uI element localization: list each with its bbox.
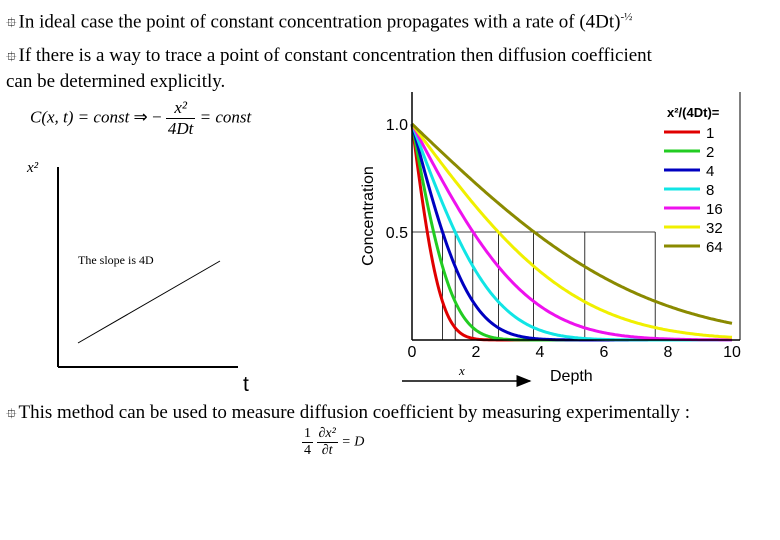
bullet-3-text: This method can be used to measure diffu… [18,402,691,423]
implies-icon: ⇒ [133,107,148,127]
y-tick-label: 1.0 [386,117,408,134]
coefficient-numerator: 1 [302,426,313,443]
equation-diffusion-coefficient: 1 4 ∂x² ∂t = D [302,426,364,459]
chart-legend: x²/(4Dt)= 1 2 4 8 16 32 64 [664,105,723,256]
x-tick-label: 0 [408,344,417,361]
legend-label: 4 [706,163,714,180]
sketch-x-label: t [243,373,249,396]
equation-2-rhs: = D [341,434,365,450]
x-tick-label: 10 [723,344,741,361]
x-tick-label: 8 [664,344,673,361]
bullet-icon: ⯐ [6,406,17,422]
derivative-numerator: ∂x² [316,426,338,443]
coefficient-fraction: 1 4 [302,426,313,459]
chart-x-label: Depth [550,368,593,385]
bullet-2: ⯐ If there is a way to trace a point of c… [6,44,652,69]
legend-label: 2 [706,144,714,161]
bullet-icon: ⯐ [6,15,17,32]
equation-constant-concentration: C(x, t) = const ⇒ − x² 4Dt = const [30,98,251,139]
coefficient-denominator: 4 [304,443,311,458]
bullet-icon: ⯐ [6,49,17,65]
bullet-1: ⯐ In ideal case the point of constant con… [6,5,632,35]
x-tick-labels: 0 2 4 6 8 10 [408,344,741,361]
x-tick-label: 6 [600,344,609,361]
derivative-denominator: ∂t [321,443,333,458]
x-tick-label: 4 [536,344,545,361]
equation-rhs: = const [199,107,252,127]
bullet-3: ⯐ This method can be used to measure diff… [6,401,690,426]
sketch-plot: x² t The slope is 4D [26,160,249,396]
equation-denominator: 4Dt [167,119,194,138]
x-tick-label: 2 [472,344,481,361]
legend-label: 8 [706,182,714,199]
y-tick-label: 0.5 [386,225,408,242]
bullet-2-text: If there is a way to trace a point of co… [18,45,652,66]
equation-minus: − [152,107,162,127]
sketch-slope-line [77,260,221,344]
legend-label: 1 [706,125,714,142]
slope-label: The slope is 4D [78,253,154,267]
legend-label: 32 [706,220,723,237]
bullet-2-continuation: can be determined explicitly. [6,71,226,92]
series-line-64 [410,122,733,325]
chart-y-label: Concentration [360,166,377,266]
legend-label: 16 [706,201,723,218]
legend-title: x²/(4Dt)= [667,105,720,120]
y-tick-labels: 0.5 1.0 [386,117,408,242]
sketch-y-label: x² [26,160,39,176]
derivative-fraction: ∂x² ∂t [316,426,338,459]
equation-lhs: C(x, t) = const [30,107,130,127]
bullet-1-text: In ideal case the point of constant conc… [18,11,621,33]
concentration-chart: 0 2 4 6 8 10 0.5 1.0 Depth Concentration x²/(4… [360,92,741,385]
legend-label: 64 [706,239,723,256]
equation-fraction: x² 4Dt [165,98,196,139]
series-line-32 [410,123,733,339]
depth-arrow-label: x [458,363,465,378]
bullet-1-exponent: -½ [620,11,633,23]
equation-numerator: x² [165,98,196,119]
